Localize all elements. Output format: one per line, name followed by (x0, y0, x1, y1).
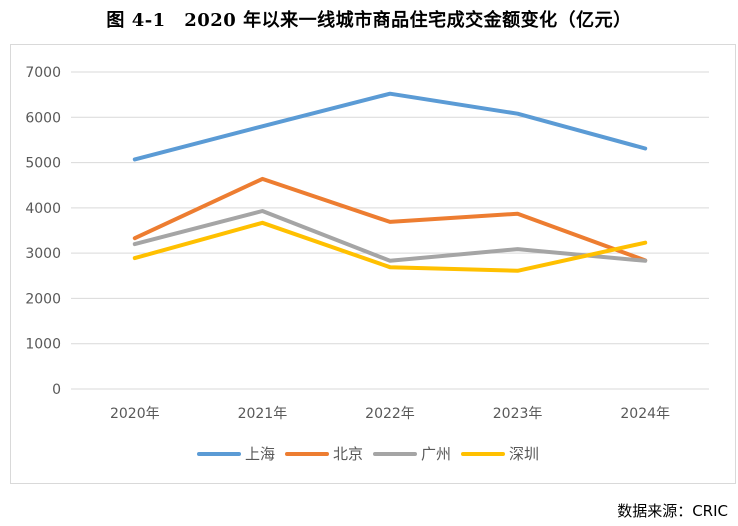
x-axis-ticks: 2020年 2021年 2022年 2023年 2024年 (110, 406, 670, 422)
y-axis-ticks: 0 1000 2000 3000 4000 5000 6000 7000 (25, 65, 61, 398)
y-tick-label: 0 (52, 382, 61, 398)
legend-label: 上海 (245, 445, 275, 463)
x-tick-label: 2023年 (493, 406, 543, 422)
y-tick-label: 2000 (25, 291, 61, 307)
y-tick-label: 7000 (25, 65, 61, 81)
x-tick-label: 2021年 (238, 406, 288, 422)
figure-title: 图 4-1 2020 年以来一线城市商品住宅成交金额变化（亿元） (106, 10, 632, 31)
y-tick-label: 4000 (25, 201, 61, 217)
series-line-1 (132, 91, 648, 162)
legend-label: 深圳 (509, 445, 539, 463)
x-tick-label: 2024年 (620, 406, 670, 422)
line-chart: 0 1000 2000 3000 4000 5000 6000 7000 2020年 2021年… (25, 65, 709, 463)
x-tick-label: 2022年 (365, 406, 415, 422)
y-tick-label: 1000 (25, 337, 61, 353)
series-line-4 (132, 220, 648, 273)
y-tick-label: 5000 (25, 156, 61, 172)
y-tick-label: 6000 (25, 110, 61, 126)
series-line-2 (132, 176, 648, 263)
legend-label: 北京 (333, 445, 363, 463)
y-tick-label: 3000 (25, 246, 61, 262)
legend: 上海 北京 广州 深圳 (197, 445, 539, 463)
series-lines (132, 91, 648, 273)
series-line-3 (132, 209, 648, 263)
gridlines (71, 71, 709, 390)
chart-frame: 0 1000 2000 3000 4000 5000 6000 7000 2020年 2021年… (10, 44, 736, 484)
x-tick-label: 2020年 (110, 406, 160, 422)
legend-label: 广州 (421, 445, 451, 463)
source-note: 数据来源：CRIC (617, 502, 728, 520)
